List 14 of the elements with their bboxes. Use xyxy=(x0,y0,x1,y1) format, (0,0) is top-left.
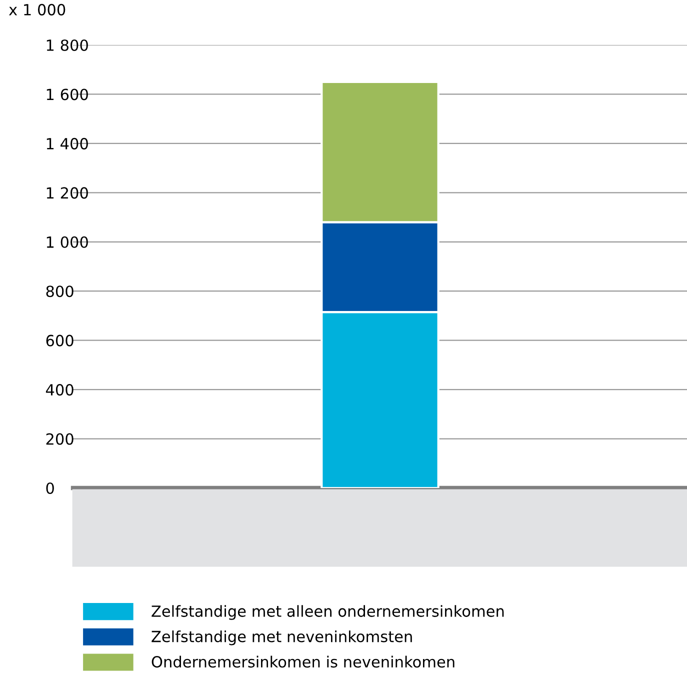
legend-label: Ondernemersinkomen is neveninkomen xyxy=(152,656,454,668)
legend-label: Zelfstandige met neveninkomsten xyxy=(152,630,412,646)
y-tick-label: 1 000 xyxy=(46,236,88,248)
y-tick-label: 0 xyxy=(46,482,54,494)
y-axis-title: x 1 000 xyxy=(8,4,66,16)
y-tick-label: 1 600 xyxy=(46,88,88,100)
y-tick-label: 800 xyxy=(46,286,74,298)
y-tick-label: 1 800 xyxy=(46,39,88,52)
y-tick-label: 600 xyxy=(46,334,74,346)
y-tick-label: 1 200 xyxy=(46,187,88,199)
y-tick-label: 1 400 xyxy=(46,138,88,150)
y-tick-label: 400 xyxy=(46,384,74,396)
y-tick-label: 200 xyxy=(46,433,74,445)
legend-label: Zelfstandige met alleen ondernemersinkomen xyxy=(152,605,504,620)
